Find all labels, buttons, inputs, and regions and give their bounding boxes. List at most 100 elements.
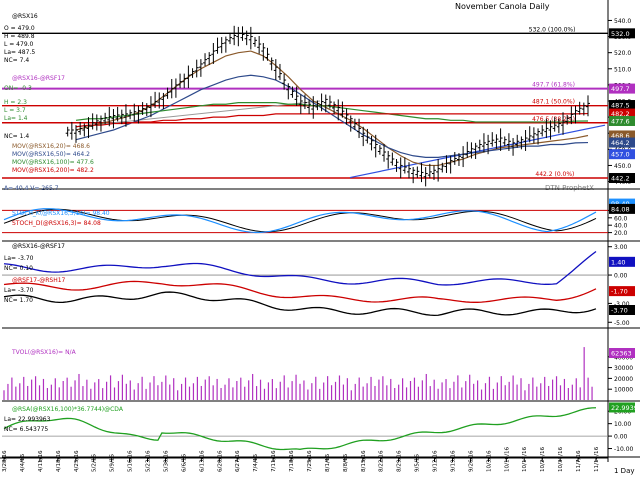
volume-tick-label: 10000	[614, 387, 633, 394]
price-badge-text: 482.2	[611, 110, 630, 118]
spread1-label: @RSX16-@RSF17	[12, 243, 65, 250]
ma100-label: MOV(@RSX16,100)= 477.6	[12, 159, 94, 166]
x-tick-label: 6/20/16	[217, 450, 223, 472]
stoch-d-label: STOCH_D(@RSX16,3)= 84.08	[12, 220, 101, 227]
x-tick-label: 4/18/16	[56, 450, 62, 472]
rsa-line	[3, 407, 597, 451]
x-tick-label: 3/28/16	[2, 450, 8, 472]
spread-badge-text: 1.40	[611, 258, 625, 266]
range-label: A= 40.4 V= 265.7	[4, 185, 59, 192]
ma50-label: MOV(@RSX16,50)= 464.2	[12, 151, 90, 158]
fib-label: 487.1 (50.0%)	[532, 99, 575, 106]
spread2-nc: NC= 1.70	[4, 297, 33, 304]
x-tick-label: 5/9/16	[110, 454, 116, 472]
rsa-tick-label: 0.00	[614, 434, 628, 441]
x-tick-label: 8/15/16	[361, 450, 367, 472]
chart-title: November Canola Daily	[455, 2, 550, 11]
spread-nc: NC= 1.4	[4, 133, 29, 140]
rsa-legend: @RSA(@RSX16,100)*36.7744)@CDA La= 22.993…	[4, 406, 124, 433]
price-tick-label: 540.0	[614, 18, 631, 25]
price-tick-label: 510.0	[614, 66, 631, 73]
volume-tick-label: 30000	[614, 365, 633, 372]
timeframe-label: 1 Day	[614, 467, 635, 475]
volume-badge-text: 62363	[611, 350, 632, 358]
spread-badge-text: -1.70	[611, 288, 628, 296]
stoch-k-label: STOCH_K(@RSX16,3,14)= 98.40	[12, 210, 110, 217]
price-badge	[609, 130, 635, 141]
x-tick-label: 10/10/16	[504, 446, 510, 472]
volume-label: TVOL(@RSX16)= N/A	[11, 349, 77, 356]
stoch-tick-label: 60.0	[614, 215, 628, 222]
x-tick-label: 11/14/16	[594, 446, 600, 472]
price-badge	[609, 115, 635, 126]
stoch-legend: STOCH_K(@RSX16,3,14)= 98.40 STOCH_D(@RSX…	[12, 210, 110, 227]
spread1-nc: NC= 0.10	[4, 265, 33, 272]
spread-badge	[609, 256, 635, 267]
spread-on: ON= -0.3	[4, 85, 32, 92]
price-badge	[609, 83, 635, 94]
watermark: DTN ProphetX	[545, 184, 594, 192]
x-tick-label: 9/19/16	[450, 450, 456, 472]
x-tick-label: 8/8/16	[343, 454, 349, 472]
x-tick-label: 6/13/16	[199, 450, 205, 472]
price-badge-text: 477.6	[611, 117, 630, 125]
x-tick-label: 10/17/16	[522, 446, 528, 472]
ma-line-4	[75, 112, 589, 128]
price-badge	[609, 100, 635, 111]
price-badge-text: 497.7	[611, 85, 630, 93]
price-badge	[609, 173, 635, 184]
stoch-badge	[609, 203, 635, 214]
rsa-la: La= 22.993963	[4, 416, 51, 423]
x-tick-label: 11/7/16	[576, 450, 582, 472]
spread-badge	[609, 286, 635, 297]
rsa-badge	[609, 402, 635, 413]
spread-tick-label: 3.00	[614, 244, 628, 251]
x-tick-label: 9/5/16	[415, 454, 421, 472]
spread-badge-text: -3.70	[611, 307, 628, 315]
price-symbol: @RSX16	[12, 13, 38, 20]
ma-line-3	[75, 102, 589, 123]
x-tick-label: 9/12/16	[433, 450, 439, 472]
x-tick-label: 8/22/16	[379, 450, 385, 472]
price-tick-label: 520.0	[614, 50, 631, 57]
price-badge	[609, 149, 635, 160]
spread-l: L = 3.7	[4, 107, 26, 114]
spread2-label: @RSF17-@RSH17	[12, 277, 66, 284]
trendline-upper	[75, 100, 321, 128]
x-tick-label: 5/2/16	[92, 454, 98, 472]
x-tick-label: 7/18/16	[289, 450, 295, 472]
x-tick-label: 7/11/16	[271, 450, 277, 472]
spread-symbol: @RSX16-@RSF17	[12, 75, 65, 82]
x-tick-label: 4/4/16	[20, 454, 26, 472]
stoch-tick-label: 20.0	[614, 230, 628, 237]
x-tick-label: 4/25/16	[74, 450, 80, 472]
spread-red-line	[3, 280, 597, 303]
stoch-badge-text: 84.08	[611, 205, 630, 213]
x-tick-label: 6/27/16	[235, 450, 241, 472]
x-tick-label: 8/29/16	[397, 450, 403, 472]
spread-tick-label: -3.00	[614, 301, 630, 308]
price-badge-text: 468.6	[611, 132, 630, 140]
x-tick-label: 10/3/16	[486, 450, 492, 472]
spread1-la: La= -3.70	[4, 255, 34, 262]
spread-tick-label: 0.00	[614, 273, 628, 280]
spread-badge	[609, 305, 635, 315]
spread-h: H = 2.3	[4, 99, 27, 106]
rsa-tick-label: 10.00	[614, 421, 631, 428]
x-tick-label: 8/1/16	[325, 454, 331, 472]
rsa-nc: NC= 6.543775	[4, 426, 48, 433]
ma200-label: MOV(@RSX16,200)= 482.2	[12, 167, 94, 174]
rsa-label: @RSA(@RSX16,100)*36.7744)@CDA	[12, 406, 124, 413]
rsa-tick-label: -10.00	[614, 446, 634, 453]
price-badge	[609, 108, 635, 119]
ohlc-low: L = 479.0	[4, 41, 34, 48]
ma-line-2	[75, 74, 589, 158]
fib-label: 476.5 (38.2%)	[532, 116, 575, 123]
spread-la: La= 1.4	[4, 115, 28, 122]
spread2-la: La= -3.70	[4, 287, 34, 294]
price-badge-text: 457.0	[611, 151, 630, 159]
x-tick-label: 9/26/16	[468, 450, 474, 472]
spread-legend: @RSX16-@RSF17 La= -3.70 NC= 0.10 @RSF17-…	[4, 243, 66, 304]
